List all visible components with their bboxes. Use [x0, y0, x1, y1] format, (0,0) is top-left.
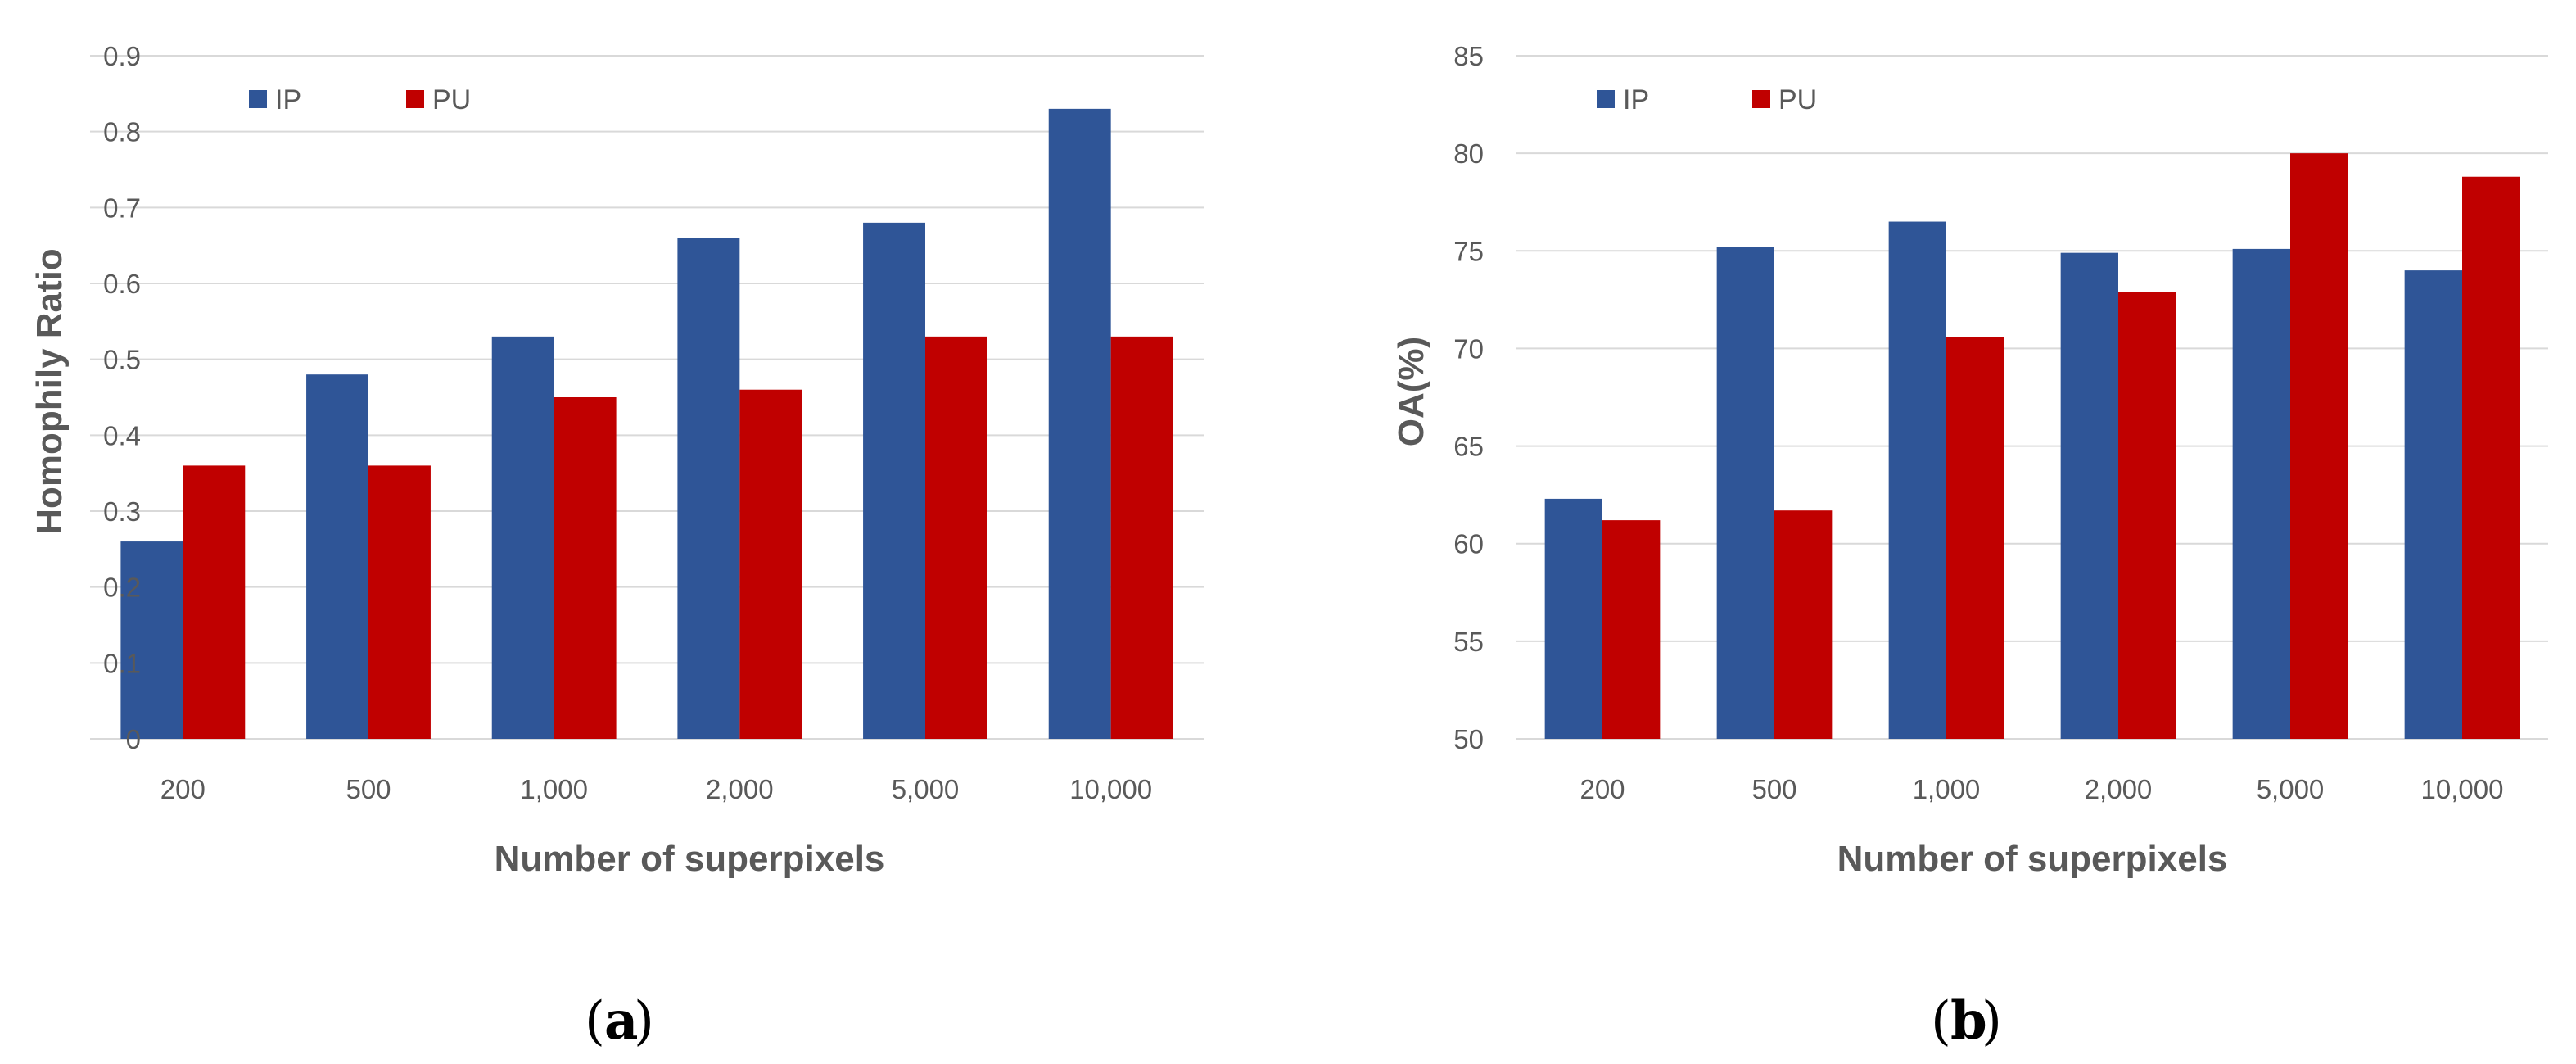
chart-b-x-ticks: 200 500 1,000 2,000 5,000 10,000	[1579, 774, 2503, 804]
chart-b-y-tick-label: 60	[1453, 529, 1484, 559]
chart-a-bars	[120, 108, 1173, 739]
chart-a-legend-swatch-pu	[406, 90, 424, 108]
chart-a-bar-ip	[491, 336, 554, 739]
chart-b-legend-label-ip: IP	[1623, 84, 1649, 115]
chart-b-y-tick-label: 65	[1453, 432, 1484, 462]
chart-a-bar-ip	[306, 374, 368, 739]
chart-b-x-tick-label: 500	[1751, 774, 1796, 804]
chart-a-y-tick-label: 0.6	[103, 269, 141, 299]
svg-text:): )	[1982, 991, 2002, 1052]
chart-a-y-axis-title: Homophily Ratio	[29, 248, 70, 535]
chart-a-x-tick-label: 200	[160, 774, 206, 804]
chart-a-y-tick-label: 0.3	[103, 496, 141, 527]
chart-b-legend-swatch-pu	[1752, 90, 1770, 108]
chart-a-y-tick-label: 0.2	[103, 573, 141, 603]
chart-b-bar-ip	[1888, 221, 1946, 739]
caption-a-letter: a	[604, 990, 638, 1052]
caption-a: ( a )	[585, 990, 654, 1052]
chart-b-x-tick-label: 200	[1579, 774, 1625, 804]
chart-a-x-tick-label: 2,000	[706, 774, 774, 804]
chart-a-bar-pu	[739, 389, 802, 739]
chart-b-legend-swatch-ip	[1597, 90, 1615, 108]
chart-b-y-tick-label: 75	[1453, 236, 1484, 266]
chart-a-y-tick-label: 0.9	[103, 41, 141, 71]
chart-b-y-tick-label: 80	[1453, 138, 1484, 169]
chart-a-x-tick-label: 500	[346, 774, 391, 804]
chart-a-x-tick-label: 5,000	[892, 774, 960, 804]
chart-b-gridlines	[1516, 55, 2548, 740]
svg-text:(: (	[585, 991, 605, 1052]
chart-a-x-ticks: 200 500 1,000 2,000 5,000 10,000	[160, 774, 1152, 804]
chart-b-x-tick-label: 5,000	[2257, 774, 2325, 804]
chart-a-legend-label-pu: PU	[432, 84, 471, 115]
chart-b-legend: IP PU	[1597, 84, 1817, 115]
chart-a-bar-ip	[120, 541, 183, 739]
chart-b-bar-ip	[2404, 270, 2462, 740]
chart-b-y-tick-label: 70	[1453, 333, 1484, 364]
svg-text:(: (	[1931, 991, 1951, 1052]
chart-a-y-tick-label: 0.1	[103, 648, 141, 678]
chart-a-y-ticks: 0 0.1 0.2 0.3 0.4 0.5 0.6 0.7 0.8 0.9	[103, 41, 141, 754]
chart-a-y-tick-label: 0.7	[103, 192, 141, 223]
chart-b-y-axis-title: OA(%)	[1391, 337, 1431, 446]
chart-b-y-tick-label: 85	[1453, 41, 1484, 71]
chart-b-bar-pu	[1774, 510, 1833, 739]
chart-a-x-tick-label: 1,000	[520, 774, 588, 804]
chart-b-y-ticks: 50 55 60 65 70 75 80 85	[1453, 41, 1484, 754]
chart-b-bar-ip	[1716, 247, 1774, 739]
chart-b-bar-pu	[2118, 292, 2176, 740]
caption-b: ( b )	[1931, 990, 2002, 1052]
chart-a-y-tick-label: 0.5	[103, 345, 141, 375]
chart-a-legend: IP PU	[249, 84, 471, 115]
chart-b-y-tick-label: 50	[1453, 724, 1484, 754]
chart-a-bar-ip	[1048, 108, 1111, 739]
chart-a-bar-ip	[677, 238, 740, 739]
chart-b-legend-label-pu: PU	[1778, 84, 1817, 115]
chart-a-bar-pu	[554, 397, 617, 739]
chart-b-bar-pu	[2462, 176, 2520, 740]
chart-b-bar-pu	[1946, 337, 2004, 739]
oa-chart: 50 55 60 65 70 75 80 85 200 500 1,000 2,000 5,000 10…	[1391, 41, 2548, 879]
homophily-chart: 0 0.1 0.2 0.3 0.4 0.5 0.6 0.7 0.8 0.9 200 500 1,000…	[29, 41, 1204, 879]
chart-a-y-tick-label: 0	[126, 724, 141, 754]
chart-a-x-axis-title: Number of superpixels	[495, 839, 885, 879]
chart-b-x-axis-title: Number of superpixels	[1837, 839, 2228, 879]
chart-a-x-tick-label: 10,000	[1069, 774, 1152, 804]
chart-b-bar-ip	[1544, 498, 1602, 739]
chart-a-legend-swatch-ip	[249, 90, 267, 108]
chart-a-bar-ip	[863, 222, 925, 739]
chart-b-bar-pu	[2290, 153, 2348, 740]
chart-a-y-tick-label: 0.4	[103, 420, 141, 451]
chart-b-x-tick-label: 1,000	[1913, 774, 1981, 804]
chart-b-bar-pu	[1602, 520, 1661, 739]
chart-a-bar-pu	[1110, 336, 1173, 739]
chart-a-bar-pu	[368, 465, 431, 739]
caption-b-letter: b	[1950, 990, 1987, 1052]
chart-b-y-tick-label: 55	[1453, 627, 1484, 657]
chart-a-gridlines	[90, 55, 1204, 740]
chart-a-bar-pu	[925, 336, 987, 739]
chart-a-bar-pu	[183, 465, 246, 739]
chart-b-bar-ip	[2060, 252, 2118, 739]
chart-b-x-tick-label: 2,000	[2085, 774, 2153, 804]
svg-text:): )	[634, 991, 654, 1052]
chart-a-y-tick-label: 0.8	[103, 117, 141, 147]
chart-b-bars	[1544, 153, 2520, 740]
chart-b-bar-ip	[2232, 248, 2290, 740]
chart-b-x-tick-label: 10,000	[2421, 774, 2504, 804]
chart-a-legend-label-ip: IP	[275, 84, 301, 115]
